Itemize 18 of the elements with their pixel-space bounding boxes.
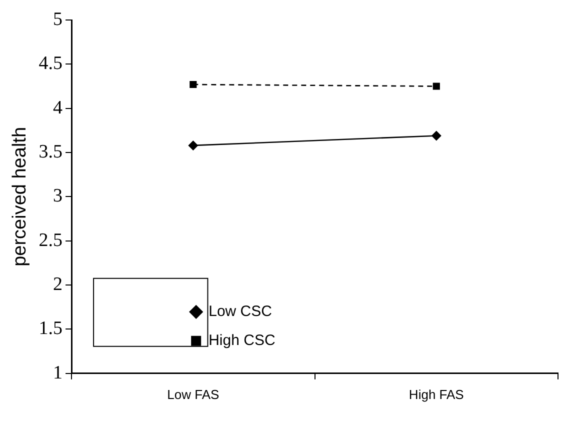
- y-tick-label: 4: [53, 97, 64, 118]
- x-tick-label: High FAS: [408, 386, 464, 402]
- legend-label: Low CSC: [208, 303, 272, 320]
- y-axis-title: perceived health: [10, 126, 31, 266]
- y-tick-label: 3.5: [38, 142, 63, 163]
- y-tick-label: 2: [53, 274, 63, 296]
- y-tick-label: 3: [53, 186, 63, 207]
- x-tick-label: Low FAS: [167, 386, 220, 402]
- point: [431, 130, 442, 141]
- point: [190, 80, 197, 88]
- y-tick-label: 5: [53, 8, 63, 30]
- legend-label: High CSC: [208, 332, 276, 350]
- point: [432, 82, 440, 90]
- y-tick-label: 2.5: [38, 230, 63, 251]
- y-tick-label: 4.5: [38, 53, 63, 74]
- point: [188, 140, 198, 150]
- y-tick-label: 1: [53, 362, 63, 384]
- y-tick-label: 1.5: [38, 318, 63, 340]
